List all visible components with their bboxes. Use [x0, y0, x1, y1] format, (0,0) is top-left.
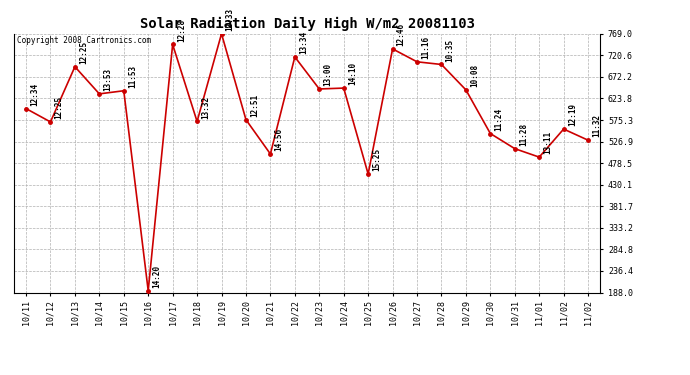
Text: 12:28: 12:28 [177, 18, 186, 42]
Text: Copyright 2008 Cartronics.com: Copyright 2008 Cartronics.com [17, 36, 151, 45]
Text: 10:08: 10:08 [470, 64, 479, 87]
Text: 12:46: 12:46 [397, 23, 406, 46]
Text: 11:53: 11:53 [128, 65, 137, 88]
Text: 10:35: 10:35 [446, 39, 455, 62]
Text: 12:25: 12:25 [55, 96, 63, 119]
Text: 13:34: 13:34 [299, 31, 308, 54]
Text: 13:32: 13:32 [201, 96, 210, 119]
Text: 15:25: 15:25 [373, 148, 382, 171]
Text: 14:10: 14:10 [348, 62, 357, 85]
Text: 11:24: 11:24 [495, 108, 504, 131]
Text: 12:25: 12:25 [79, 41, 88, 64]
Text: 12:51: 12:51 [250, 94, 259, 117]
Text: 11:16: 11:16 [421, 36, 430, 59]
Text: 11:28: 11:28 [519, 123, 528, 146]
Text: 14:20: 14:20 [152, 265, 161, 288]
Text: 13:11: 13:11 [543, 131, 553, 154]
Text: 13:00: 13:00 [324, 63, 333, 86]
Text: 14:56: 14:56 [275, 128, 284, 151]
Text: 12:19: 12:19 [568, 103, 577, 126]
Text: 11:32: 11:32 [592, 114, 601, 137]
Title: Solar Radiation Daily High W/m2 20081103: Solar Radiation Daily High W/m2 20081103 [139, 17, 475, 31]
Text: 12:33: 12:33 [226, 8, 235, 31]
Text: 12:34: 12:34 [30, 82, 39, 106]
Text: 13:53: 13:53 [104, 68, 112, 91]
